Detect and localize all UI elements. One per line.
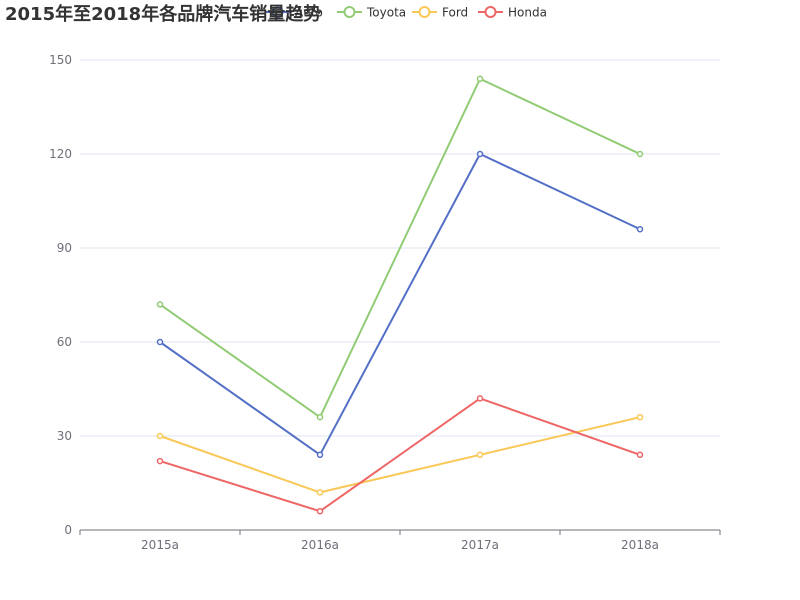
y-tick-label: 30 <box>57 429 72 443</box>
legend-label: Auto <box>295 6 323 20</box>
data-point[interactable] <box>316 507 324 515</box>
data-point[interactable] <box>316 413 324 421</box>
x-tick-label: 2018a <box>621 538 659 552</box>
data-point[interactable] <box>156 457 164 465</box>
series-honda <box>156 395 644 515</box>
series-line <box>159 416 641 494</box>
data-point[interactable] <box>316 489 324 496</box>
y-tick-label: 0 <box>64 523 72 537</box>
legend-item-toyota[interactable]: Toyota <box>337 6 406 20</box>
y-tick-label: 60 <box>57 335 72 349</box>
data-point[interactable] <box>476 451 484 459</box>
data-point[interactable] <box>156 338 164 346</box>
legend-label: Ford <box>442 6 468 20</box>
legend-marker-icon <box>271 6 284 18</box>
legend-marker-icon <box>484 6 497 18</box>
data-point[interactable] <box>476 150 484 158</box>
series-line <box>159 397 641 513</box>
series-ford <box>156 413 644 496</box>
series-toyota <box>156 75 644 421</box>
legend-item-ford[interactable]: Ford <box>412 6 468 20</box>
data-point[interactable] <box>316 451 324 459</box>
series-line <box>159 153 641 456</box>
data-point[interactable] <box>636 225 644 233</box>
legend-marker-icon <box>418 6 431 18</box>
x-tick-label: 2017a <box>461 538 499 552</box>
x-tick-label: 2016a <box>301 538 339 552</box>
data-point[interactable] <box>156 432 164 440</box>
x-tick-label: 2015a <box>141 538 179 552</box>
legend-item-honda[interactable]: Honda <box>478 6 547 20</box>
series-lines <box>156 75 644 515</box>
legend-item-auto[interactable]: Auto <box>265 6 323 20</box>
legend[interactable]: Auto Toyota Ford Honda <box>265 6 547 20</box>
y-tick-label: 90 <box>57 241 72 255</box>
legend-label: Toyota <box>366 6 406 20</box>
data-point[interactable] <box>476 75 484 83</box>
data-point[interactable] <box>156 301 164 308</box>
series-auto <box>156 150 644 459</box>
chart-title: 2015年至2018年各品牌汽车销量趋势 <box>5 3 321 25</box>
y-tick-label: 120 <box>49 147 72 161</box>
legend-label: Honda <box>508 6 547 20</box>
axes: 0 30 60 90 120 150 2015a 2016a 2017a 2018a <box>49 53 721 552</box>
y-tick-label: 150 <box>49 53 72 67</box>
legend-marker-icon <box>343 6 356 18</box>
data-point[interactable] <box>636 451 644 459</box>
data-point[interactable] <box>636 413 644 421</box>
data-point[interactable] <box>476 395 484 402</box>
data-point[interactable] <box>636 150 644 158</box>
series-line <box>159 77 641 419</box>
